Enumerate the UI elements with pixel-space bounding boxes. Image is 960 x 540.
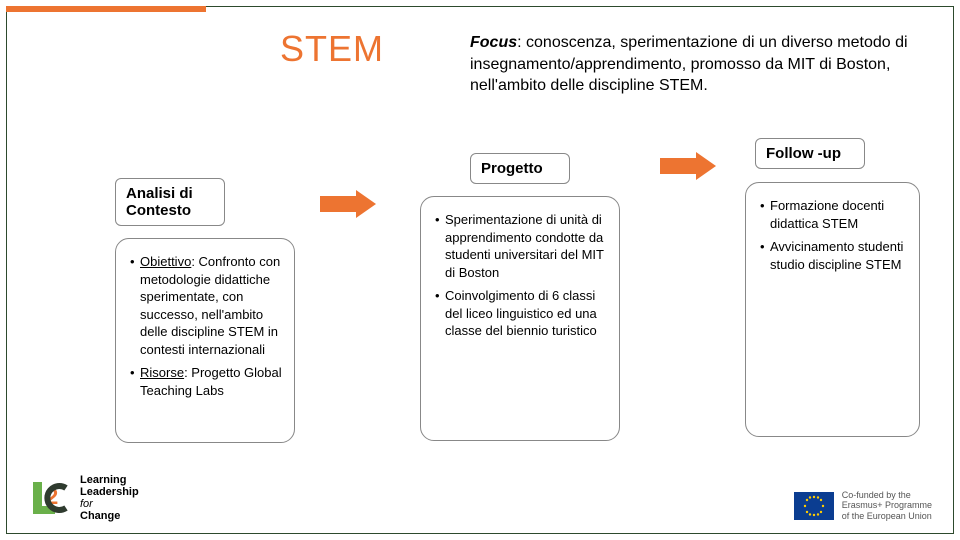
focus-paragraph: Focus: conoscenza, sperimentazione di un… <box>470 32 910 97</box>
bullet-list: Formazione docenti didattica STEM Avvici… <box>760 197 907 273</box>
logo-line: Co-funded by the <box>842 490 932 501</box>
bullet-item: Risorse: Progetto Global Teaching Labs <box>130 364 282 399</box>
bullet-text: Coinvolgimento di 6 classi del liceo lin… <box>445 288 597 338</box>
eu-logo-text: Co-funded by the Erasmus+ Programme of t… <box>842 490 932 522</box>
column-header-text: Analisi di Contesto <box>126 185 193 219</box>
logo-line: Erasmus+ Programme <box>842 500 932 511</box>
focus-label: Focus <box>470 34 517 51</box>
logo-line: for Change <box>80 498 139 522</box>
l2c-logo: 2 Learning Leadership for Change <box>30 474 139 522</box>
eu-flag-icon <box>794 492 834 520</box>
bullet-list: Sperimentazione di unità di apprendiment… <box>435 211 607 340</box>
bullet-text: Formazione docenti didattica STEM <box>770 198 884 231</box>
column-header-text: Progetto <box>481 160 543 177</box>
bullet-text: Sperimentazione di unità di apprendiment… <box>445 212 604 280</box>
l2c-logo-mark-icon: 2 <box>30 476 74 520</box>
arrow-head <box>356 190 376 218</box>
l2c-logo-text: Learning Leadership for Change <box>80 474 139 522</box>
arrow-body <box>320 196 356 212</box>
arrow-head <box>696 152 716 180</box>
bullet-item: Formazione docenti didattica STEM <box>760 197 907 232</box>
eu-logo: Co-funded by the Erasmus+ Programme of t… <box>794 490 932 522</box>
bullet-item: Coinvolgimento di 6 classi del liceo lin… <box>435 287 607 340</box>
focus-body: : conoscenza, sperimentazione di un dive… <box>470 34 908 94</box>
slide-title: STEM <box>280 28 384 70</box>
bullet-text: Avvicinamento studenti studio discipline… <box>770 239 903 272</box>
arrow-body <box>660 158 696 174</box>
column-box-progetto: Sperimentazione di unità di apprendiment… <box>420 196 620 441</box>
bullet-item: Obiettivo: Confronto con metodologie did… <box>130 253 282 358</box>
bullet-item: Sperimentazione di unità di apprendiment… <box>435 211 607 281</box>
accent-bar <box>6 6 206 12</box>
logo-line: Leadership <box>80 486 139 498</box>
logo-line: of the European Union <box>842 511 932 522</box>
column-box-analisi: Obiettivo: Confronto con metodologie did… <box>115 238 295 443</box>
column-box-followup: Formazione docenti didattica STEM Avvici… <box>745 182 920 437</box>
bullet-item: Avvicinamento studenti studio discipline… <box>760 238 907 273</box>
bullet-label: Obiettivo <box>140 254 191 269</box>
bullet-list: Obiettivo: Confronto con metodologie did… <box>130 253 282 399</box>
column-header-text: Follow -up <box>766 145 841 162</box>
bullet-text: : Confronto con metodologie didattiche s… <box>140 254 280 357</box>
bullet-label: Risorse <box>140 365 184 380</box>
logo-line: Learning <box>80 474 139 486</box>
column-header-analisi: Analisi di Contesto <box>115 178 225 226</box>
column-header-progetto: Progetto <box>470 153 570 184</box>
column-header-followup: Follow -up <box>755 138 865 169</box>
